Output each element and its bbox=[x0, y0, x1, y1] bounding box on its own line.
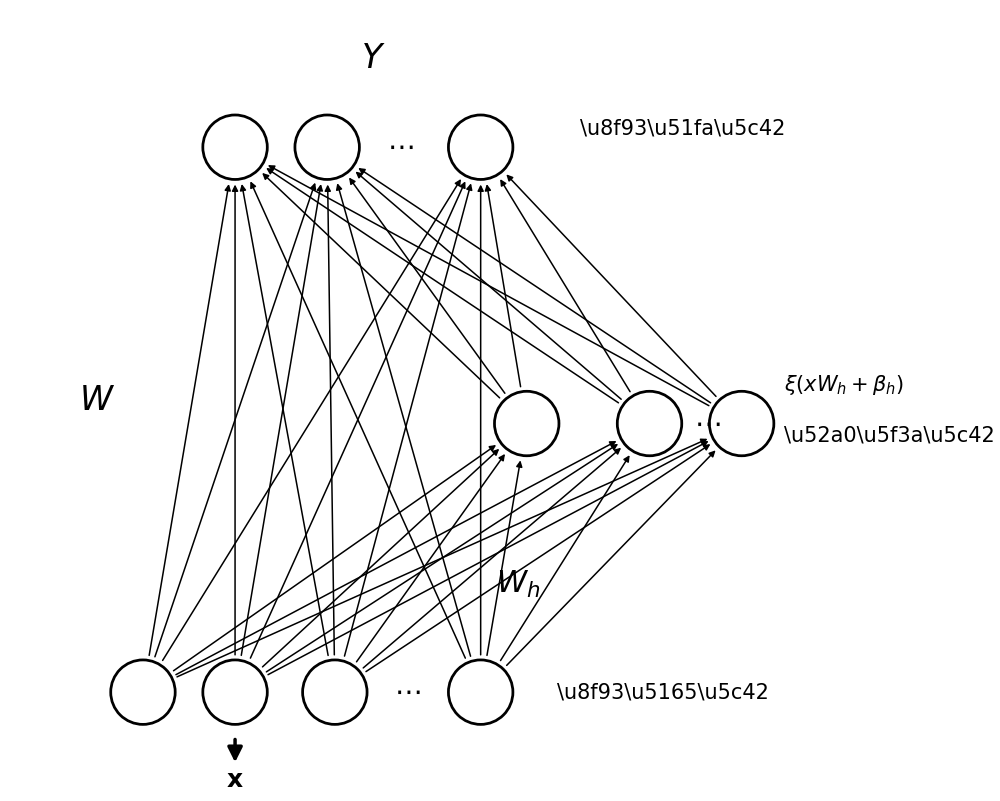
Circle shape bbox=[203, 660, 267, 724]
Circle shape bbox=[111, 660, 175, 724]
Circle shape bbox=[448, 660, 513, 724]
Text: $W_h$: $W_h$ bbox=[496, 570, 540, 600]
Text: $\cdots$: $\cdots$ bbox=[394, 678, 421, 706]
Circle shape bbox=[203, 115, 267, 179]
Circle shape bbox=[617, 392, 682, 456]
Circle shape bbox=[303, 660, 367, 724]
Circle shape bbox=[448, 115, 513, 179]
Text: $Y$: $Y$ bbox=[361, 42, 385, 75]
Circle shape bbox=[709, 392, 774, 456]
Text: $W$: $W$ bbox=[79, 384, 115, 417]
Text: \u8f93\u51fa\u5c42: \u8f93\u51fa\u5c42 bbox=[580, 118, 786, 138]
Text: x: x bbox=[227, 768, 243, 792]
Text: $\cdots$: $\cdots$ bbox=[694, 409, 720, 437]
Text: $\xi(xW_h+\beta_h)$: $\xi(xW_h+\beta_h)$ bbox=[784, 373, 904, 397]
Circle shape bbox=[494, 392, 559, 456]
Text: \u52a0\u5f3a\u5c42: \u52a0\u5f3a\u5c42 bbox=[784, 425, 995, 445]
Text: \u8f93\u5165\u5c42: \u8f93\u5165\u5c42 bbox=[557, 682, 769, 702]
Circle shape bbox=[295, 115, 359, 179]
Text: $\cdots$: $\cdots$ bbox=[387, 133, 413, 161]
